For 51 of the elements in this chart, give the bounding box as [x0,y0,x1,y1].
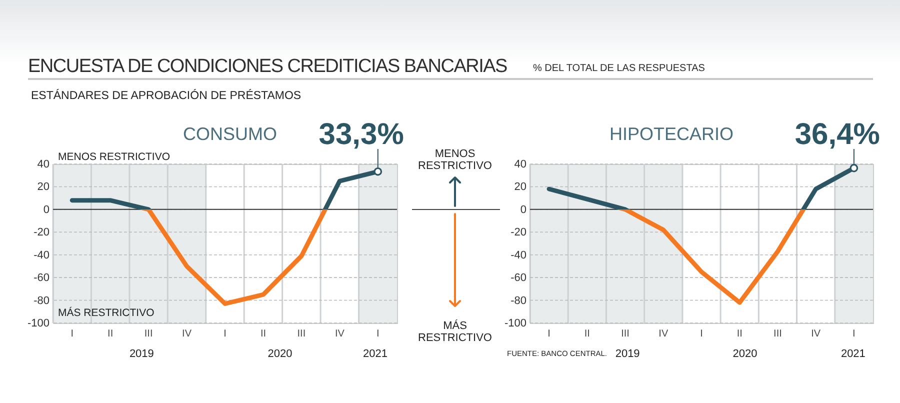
text: % DEL TOTAL DE LAS RESPUESTAS [533,63,705,75]
x-tick-label: III [144,328,153,340]
data-label: 33,3% [318,118,404,151]
chart-title: HIPOTECARIO [609,124,734,144]
y-tick-label: -40 [34,249,50,262]
x-tick-label: I [224,328,226,340]
x-tick-label: II [108,328,114,340]
y-tick-label: -80 [510,294,526,307]
text: ESTÁNDARES DE APROBACIÓN DE PRÉSTAMOS [31,90,302,102]
x-tick-label: I [548,328,550,340]
y-tick-label: 20 [37,181,50,194]
data-label: 36,4% [794,118,880,151]
x-tick-label: II [260,328,266,340]
x-tick-label: IV [182,328,192,340]
text: MÁS RESTRICTIVO [417,320,493,344]
y-tick-label: 20 [514,181,526,194]
y-tick-label: -60 [34,272,50,284]
x-tick-label: I [852,328,856,340]
y-tick-label: -80 [34,294,50,307]
text: ENCUESTA DE CONDICIONES CREDITICIAS BANCARIAS [28,56,507,77]
x-tick-label: II [736,328,742,340]
y-tick-label: -20 [34,226,50,239]
text: 2021 [840,348,866,360]
text: MENOS RESTRICTIVO [58,151,170,163]
x-tick-label: I [700,328,703,340]
x-tick-label: III [774,328,782,340]
x-tick-label: IV [658,328,668,340]
text: 2019 [615,348,640,360]
text: 2020 [732,348,758,360]
x-tick-label: III [297,328,306,340]
x-tick-label: III [621,328,630,340]
y-tick-label: -40 [510,249,526,262]
text: 2021 [362,348,388,360]
text: 2019 [129,348,154,360]
y-tick-label: 40 [514,158,526,170]
y-tick-label: -20 [510,226,526,239]
y-tick-label: -100 [504,318,526,330]
y-tick-label: -100 [27,318,50,330]
x-tick-label: I [70,328,74,340]
x-tick-label: I [376,328,380,340]
text: MENOS RESTRICTIVO [417,148,493,172]
y-tick-label: 40 [37,158,50,170]
x-tick-label: II [584,328,590,340]
y-tick-label: 0 [520,204,526,216]
chart-title: CONSUMO [183,124,277,144]
y-tick-label: 0 [43,204,50,216]
y-tick-label: -60 [510,272,526,284]
x-tick-label: IV [334,328,345,340]
x-tick-label: IV [811,328,821,340]
annotation: MÁS RESTRICTIVO [58,306,154,319]
text: 2020 [268,348,292,360]
